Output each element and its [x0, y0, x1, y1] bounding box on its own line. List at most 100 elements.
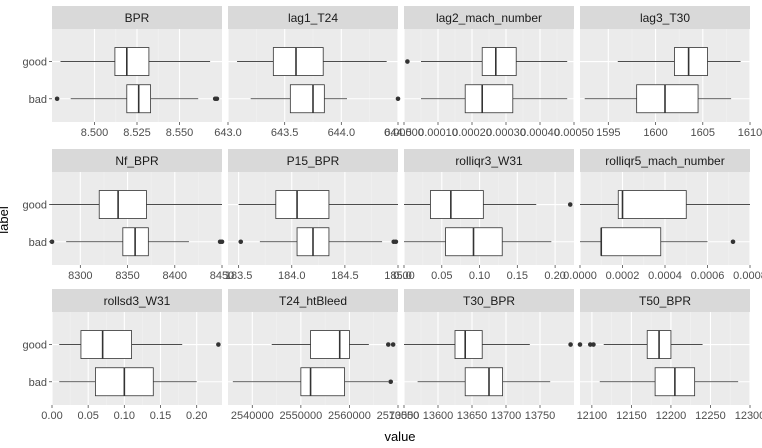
- x-tick-label: 2560000: [328, 410, 371, 422]
- x-tick-label: 0.15: [507, 270, 528, 282]
- outlier-point: [219, 239, 225, 245]
- box-body: [636, 84, 699, 114]
- facet-panel-6: P15_BPR 183.5 184.0 184.5 185.0: [225, 149, 412, 282]
- box-body: [617, 190, 687, 219]
- box-body: [464, 367, 504, 397]
- outlier-point: [568, 342, 573, 347]
- box-good: [237, 47, 387, 76]
- x-tick-label: 0.00040: [520, 127, 560, 139]
- x-tick-label: 13650: [457, 410, 488, 422]
- x-tick-label: 643.0: [214, 127, 242, 139]
- y-category-label: good: [23, 200, 47, 212]
- box-good: [577, 330, 703, 359]
- x-tick-label: 13600: [423, 410, 454, 422]
- box-good: [404, 190, 573, 219]
- x-tick-label: 1600: [643, 127, 667, 139]
- x-tick-label: 12150: [616, 410, 647, 422]
- facet-panel-8: rolliqr5_mach_number 0.0000 0.0002 0.0004 0.…: [563, 149, 762, 282]
- facet-strip: [228, 149, 398, 172]
- box-body: [481, 47, 517, 76]
- box-body: [300, 367, 345, 397]
- facet-title: rollsd3_W31: [104, 294, 171, 308]
- box-bad: [232, 367, 394, 397]
- box-good: [405, 47, 568, 76]
- outlier-point: [388, 379, 394, 385]
- x-tick-label: 0.20: [544, 270, 565, 282]
- facet-strip: [580, 289, 750, 312]
- x-tick-label: 12200: [656, 410, 687, 422]
- y-category-label: bad: [29, 237, 47, 249]
- outlier-point: [385, 342, 391, 347]
- facet-strip: [580, 149, 750, 172]
- facet-panel-3: lag2_mach_number0.000000.000100.000200.0…: [384, 6, 594, 139]
- box-body: [114, 47, 150, 76]
- outlier-point: [216, 342, 221, 347]
- box-bad: [238, 227, 399, 257]
- x-tick-label: 0.0008: [733, 270, 762, 282]
- box-good: [59, 330, 221, 359]
- box-body: [674, 47, 708, 76]
- x-tick-label: 12300: [735, 410, 762, 422]
- box-good: [50, 190, 222, 219]
- facet-panel-11: T30_BPR 13550 13600 13650 13700 13750: [389, 289, 574, 422]
- box-body: [80, 330, 132, 359]
- facet-strip: [52, 149, 222, 172]
- box-bad: [250, 84, 401, 114]
- outlier-point: [393, 239, 399, 245]
- x-tick-label: 0.00030: [486, 127, 526, 139]
- box-good: [60, 47, 211, 76]
- outlier-point: [591, 342, 596, 347]
- x-tick-label: 185.0: [384, 270, 412, 282]
- box-body: [600, 227, 662, 257]
- x-tick-label: 0.05: [431, 270, 452, 282]
- facet-title: P15_BPR: [287, 154, 340, 168]
- outlier-point: [567, 202, 573, 207]
- x-tick-label: 0.00000: [384, 127, 424, 139]
- x-tick-label: 644.0: [328, 127, 356, 139]
- x-tick-label: 8450: [210, 270, 234, 282]
- facet-strip: [580, 6, 750, 29]
- box-body: [98, 190, 147, 219]
- x-tick-label: 8.550: [166, 127, 194, 139]
- x-tick-label: 184.5: [331, 270, 359, 282]
- x-tick-label: 0.0004: [648, 270, 682, 282]
- box-bad: [580, 227, 736, 257]
- x-tick-label: 8.525: [123, 127, 151, 139]
- outlier-point: [587, 342, 593, 347]
- facet-title: lag2_mach_number: [436, 11, 542, 25]
- facet-title: rolliqr3_W31: [455, 154, 523, 168]
- facet-panels: BPR 8.500 8.525 8.550 good bad lag1_T24 643.0 64…: [23, 6, 762, 422]
- x-tick-label: 0.20: [186, 410, 207, 422]
- y-category-label: bad: [29, 377, 47, 389]
- x-tick-label: 643.5: [271, 127, 299, 139]
- x-tick-label: 0.00020: [452, 127, 492, 139]
- x-tick-label: 644.5: [384, 127, 412, 139]
- y-category-label: bad: [29, 94, 47, 106]
- box-body: [289, 84, 325, 114]
- facet-panel-7: rolliqr3_W31 0.00 0.05 0.10 0.15 0.20: [393, 149, 574, 282]
- facet-title: T30_BPR: [463, 294, 515, 308]
- x-tick-label: 0.00: [393, 270, 414, 282]
- box-good: [271, 330, 396, 359]
- box-body: [272, 47, 324, 76]
- x-tick-label: 2550000: [279, 410, 322, 422]
- box-bad: [599, 367, 739, 397]
- x-tick-label: 1605: [691, 127, 715, 139]
- x-tick-label: 12100: [577, 410, 608, 422]
- facet-panel-5: Nf_BPR 8300 8350 8400 8450 good bad: [23, 149, 234, 282]
- x-tick-label: 8.500: [81, 127, 109, 139]
- x-tick-label: 0.00050: [554, 127, 594, 139]
- outlier-point: [390, 342, 396, 347]
- x-tick-label: 2570000: [377, 410, 420, 422]
- x-tick-label: 0.0006: [691, 270, 725, 282]
- facet-strip: [52, 6, 222, 29]
- outlier-point: [577, 342, 583, 347]
- outlier-point: [405, 59, 410, 64]
- y-category-label: good: [23, 57, 47, 69]
- box-bad: [49, 227, 225, 257]
- x-tick-label: 0.0000: [563, 270, 597, 282]
- box-bad: [59, 367, 197, 397]
- facet-strip: [404, 149, 574, 172]
- facet-strip: [228, 6, 398, 29]
- x-tick-label: 0.0002: [606, 270, 640, 282]
